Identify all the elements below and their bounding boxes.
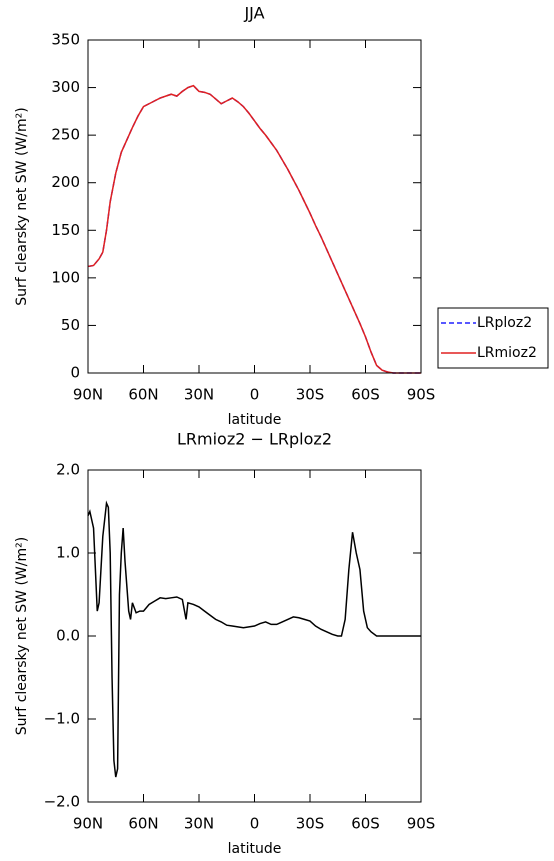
x-axis-label: latitude xyxy=(228,412,282,428)
x-tick-label: 60N xyxy=(128,815,158,833)
data-line xyxy=(87,500,421,778)
data-line xyxy=(87,84,421,374)
legend-box xyxy=(437,307,549,369)
x-tick-label: 60N xyxy=(128,386,158,404)
plot-frame xyxy=(87,39,422,374)
chart-title: LRmioz2 − LRploz2 xyxy=(177,430,332,449)
x-tick-label: 30N xyxy=(184,815,214,833)
y-tick-label: 0.0 xyxy=(56,627,80,645)
y-tick-label: 350 xyxy=(51,31,80,49)
x-tick-label: 30S xyxy=(296,815,325,833)
plot-frame xyxy=(87,469,422,803)
x-tick-label: 90S xyxy=(407,815,436,833)
y-tick-label: 2.0 xyxy=(56,461,80,479)
x-tick-label: 30S xyxy=(296,386,325,404)
y-tick-label: 0 xyxy=(70,364,80,382)
x-tick-label: 60S xyxy=(351,386,380,404)
y-tick-label: 50 xyxy=(61,316,80,334)
legend-label: LRmioz2 xyxy=(477,345,537,361)
y-tick-label: 100 xyxy=(51,268,80,286)
y-tick-label: −1.0 xyxy=(44,710,80,728)
x-tick-label: 30N xyxy=(184,386,214,404)
data-line xyxy=(87,84,421,374)
x-tick-label: 0 xyxy=(250,386,260,404)
y-tick-label: 300 xyxy=(51,78,80,96)
y-tick-label: 200 xyxy=(51,173,80,191)
x-axis-label: latitude xyxy=(228,841,282,857)
y-tick-label: 1.0 xyxy=(56,544,80,562)
x-tick-label: 90N xyxy=(73,815,103,833)
x-tick-label: 60S xyxy=(351,815,380,833)
y-tick-label: 250 xyxy=(51,126,80,144)
y-axis-label: Surf clearsky net SW (W/m²) xyxy=(14,107,30,305)
y-tick-label: 150 xyxy=(51,221,80,239)
chart-title: JJA xyxy=(243,4,264,23)
x-tick-label: 90S xyxy=(407,386,436,404)
legend-label: LRploz2 xyxy=(477,315,532,331)
y-tick-label: −2.0 xyxy=(44,793,80,811)
x-tick-label: 90N xyxy=(73,386,103,404)
x-tick-label: 0 xyxy=(250,815,260,833)
y-axis-label: Surf clearsky net SW (W/m²) xyxy=(14,537,30,735)
